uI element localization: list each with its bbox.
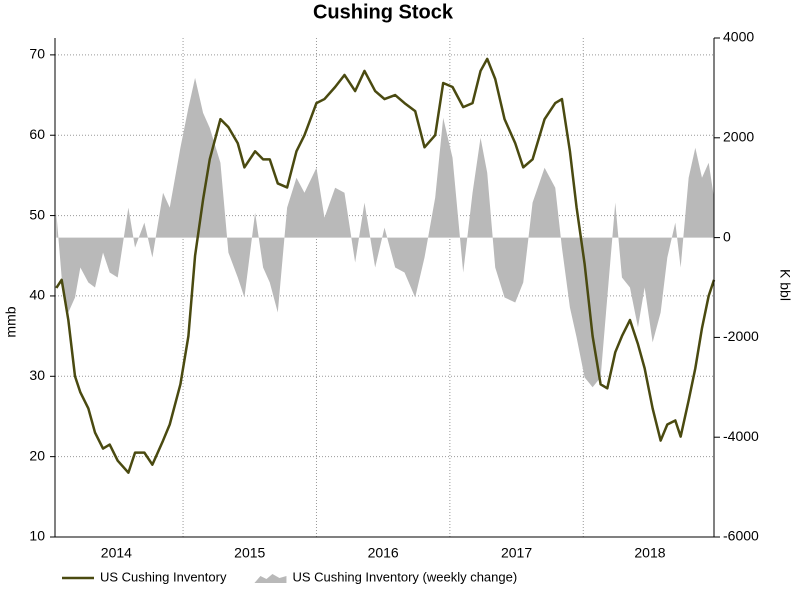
y-tick-label: 10 (29, 528, 45, 544)
legend-swatch (254, 574, 287, 583)
y-tick-label: 40 (29, 287, 45, 303)
y2-tick-label: -2000 (723, 328, 759, 344)
y-axis-label: mmb (3, 306, 19, 337)
y2-tick-label: 4000 (723, 29, 754, 45)
x-tick-label: 2014 (101, 545, 132, 561)
y2-tick-label: -4000 (723, 428, 759, 444)
y2-tick-label: 2000 (723, 129, 754, 145)
legend-label: US Cushing Inventory (100, 569, 227, 584)
y-tick-label: 60 (29, 126, 45, 142)
area (56, 77, 715, 388)
y-tick-label: 30 (29, 367, 45, 383)
x-tick-label: 2015 (234, 545, 265, 561)
y-tick-label: 70 (29, 46, 45, 62)
y2-axis-label: K bbl (777, 269, 793, 301)
x-tick-label: 2018 (634, 545, 665, 561)
y2-tick-label: 0 (723, 228, 731, 244)
y2-tick-label: -6000 (723, 528, 759, 544)
line (55, 57, 716, 474)
y-tick-label: 20 (29, 447, 45, 463)
legend-label: US Cushing Inventory (weekly change) (292, 569, 517, 584)
y-tick-label: 50 (29, 206, 45, 222)
x-tick-label: 2016 (368, 545, 399, 561)
x-tick-label: 2017 (501, 545, 532, 561)
chart-title: Cushing Stock (313, 1, 454, 23)
